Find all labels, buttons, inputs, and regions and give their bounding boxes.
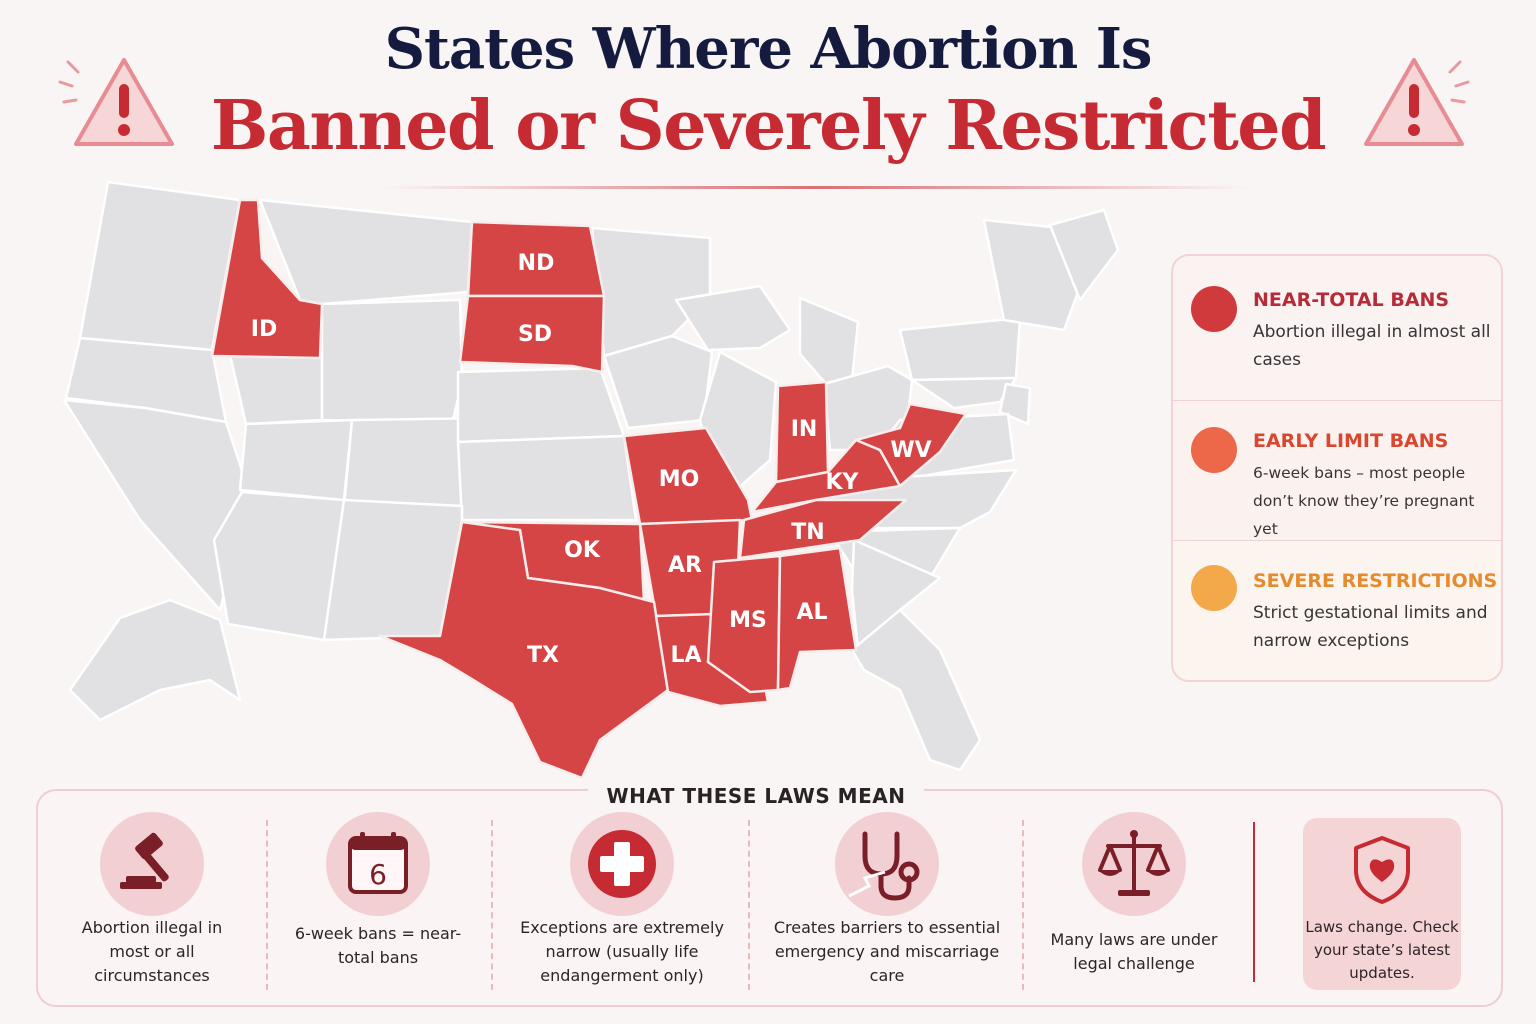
state-label-id: ID xyxy=(251,317,277,342)
state-label-tx: TX xyxy=(527,643,559,668)
state-id xyxy=(210,198,324,360)
check-updates-callout: Laws change. Check your state’s latest u… xyxy=(1303,818,1461,990)
state-label-tn: TN xyxy=(791,520,824,545)
fact-item-barriers: Creates barriers to essential emergency … xyxy=(768,812,1006,1002)
legend-heading: SEVERE RESTRICTIONS xyxy=(1253,570,1498,592)
fact-text: Abortion illegal in most or all circumst… xyxy=(81,918,223,985)
callout-text: Laws change. Check your state’s latest u… xyxy=(1305,918,1459,982)
legend-dot-early-limit xyxy=(1191,427,1237,473)
calendar-icon: 6 xyxy=(326,812,430,916)
fact-item-illegal: Abortion illegal in most or all circumst… xyxy=(62,812,242,1002)
legend-item-early-limit: EARLY LIMIT BANS 6-week bans – most peop… xyxy=(1173,400,1501,540)
page-title-line-1: States Where Abortion Is xyxy=(384,16,1153,82)
state-tn xyxy=(738,498,908,560)
calendar-number: 6 xyxy=(369,858,387,891)
banned-states xyxy=(210,198,968,780)
what-laws-mean-panel xyxy=(36,789,1503,1007)
legend-item-severe: SEVERE RESTRICTIONS Strict gestational l… xyxy=(1173,540,1501,680)
gavel-icon xyxy=(100,812,204,916)
page-title-line-2: Banned or Severely Restricted xyxy=(210,86,1327,166)
fact-text: Many laws are under legal challenge xyxy=(1050,930,1218,973)
fact-text: 6-week bans = near-total bans xyxy=(294,924,462,967)
state-label-in: IN xyxy=(791,417,818,442)
legend-description: Abortion illegal in almost all cases xyxy=(1253,322,1491,370)
divider xyxy=(1022,820,1024,990)
fact-item-six-week: 6 6-week bans = near-total bans xyxy=(290,812,466,1002)
state-label-nd: ND xyxy=(518,251,555,276)
state-wv xyxy=(854,402,968,488)
stethoscope-icon xyxy=(835,812,939,916)
state-sd xyxy=(458,294,606,374)
legend-heading: EARLY LIMIT BANS xyxy=(1253,430,1449,452)
state-labels: ID ND SD MO IN KY WV TN OK AR TX LA MS A… xyxy=(251,251,932,668)
state-label-mo: MO xyxy=(659,467,700,492)
divider xyxy=(748,820,750,990)
legend: NEAR-TOTAL BANS Abortion illegal in almo… xyxy=(1171,254,1503,682)
state-label-ky: KY xyxy=(826,470,860,495)
medical-cross-icon xyxy=(570,812,674,916)
scales-icon xyxy=(1082,812,1186,916)
legend-description: Strict gestational limits and narrow exc… xyxy=(1253,603,1488,651)
state-mo xyxy=(622,426,754,526)
divider xyxy=(491,820,493,990)
legend-description: 6-week bans – most people don’t know the… xyxy=(1253,464,1475,538)
state-ms xyxy=(706,554,782,694)
fact-text: Exceptions are extremely narrow (usually… xyxy=(520,918,724,985)
state-label-sd: SD xyxy=(518,322,552,347)
state-tx xyxy=(378,520,670,780)
fact-item-legal-challenge: Many laws are under legal challenge xyxy=(1040,812,1228,1002)
fact-text: Creates barriers to essential emergency … xyxy=(773,918,1001,985)
state-label-al: AL xyxy=(796,600,827,625)
divider xyxy=(266,820,268,990)
divider xyxy=(1253,822,1255,982)
state-label-ok: OK xyxy=(564,538,601,563)
legend-dot-near-total xyxy=(1191,286,1237,332)
state-al xyxy=(776,546,858,692)
state-label-ar: AR xyxy=(668,553,702,578)
shield-heart-icon xyxy=(1354,836,1410,904)
state-label-wv: WV xyxy=(890,438,931,463)
legend-item-near-total: NEAR-TOTAL BANS Abortion illegal in almo… xyxy=(1173,256,1501,396)
legend-heading: NEAR-TOTAL BANS xyxy=(1253,289,1450,311)
state-label-ms: MS xyxy=(729,608,767,633)
panel-title: WHAT THESE LAWS MEAN xyxy=(588,784,924,810)
legend-dot-severe xyxy=(1191,565,1237,611)
title-divider xyxy=(380,186,1250,189)
state-label-la: LA xyxy=(670,643,701,668)
warning-triangle-icon xyxy=(58,58,174,146)
us-map: ID ND SD MO IN KY WV TN OK AR TX LA MS A… xyxy=(62,180,1120,780)
warning-triangle-icon xyxy=(1364,58,1470,146)
fact-item-exceptions: Exceptions are extremely narrow (usually… xyxy=(512,812,732,1002)
